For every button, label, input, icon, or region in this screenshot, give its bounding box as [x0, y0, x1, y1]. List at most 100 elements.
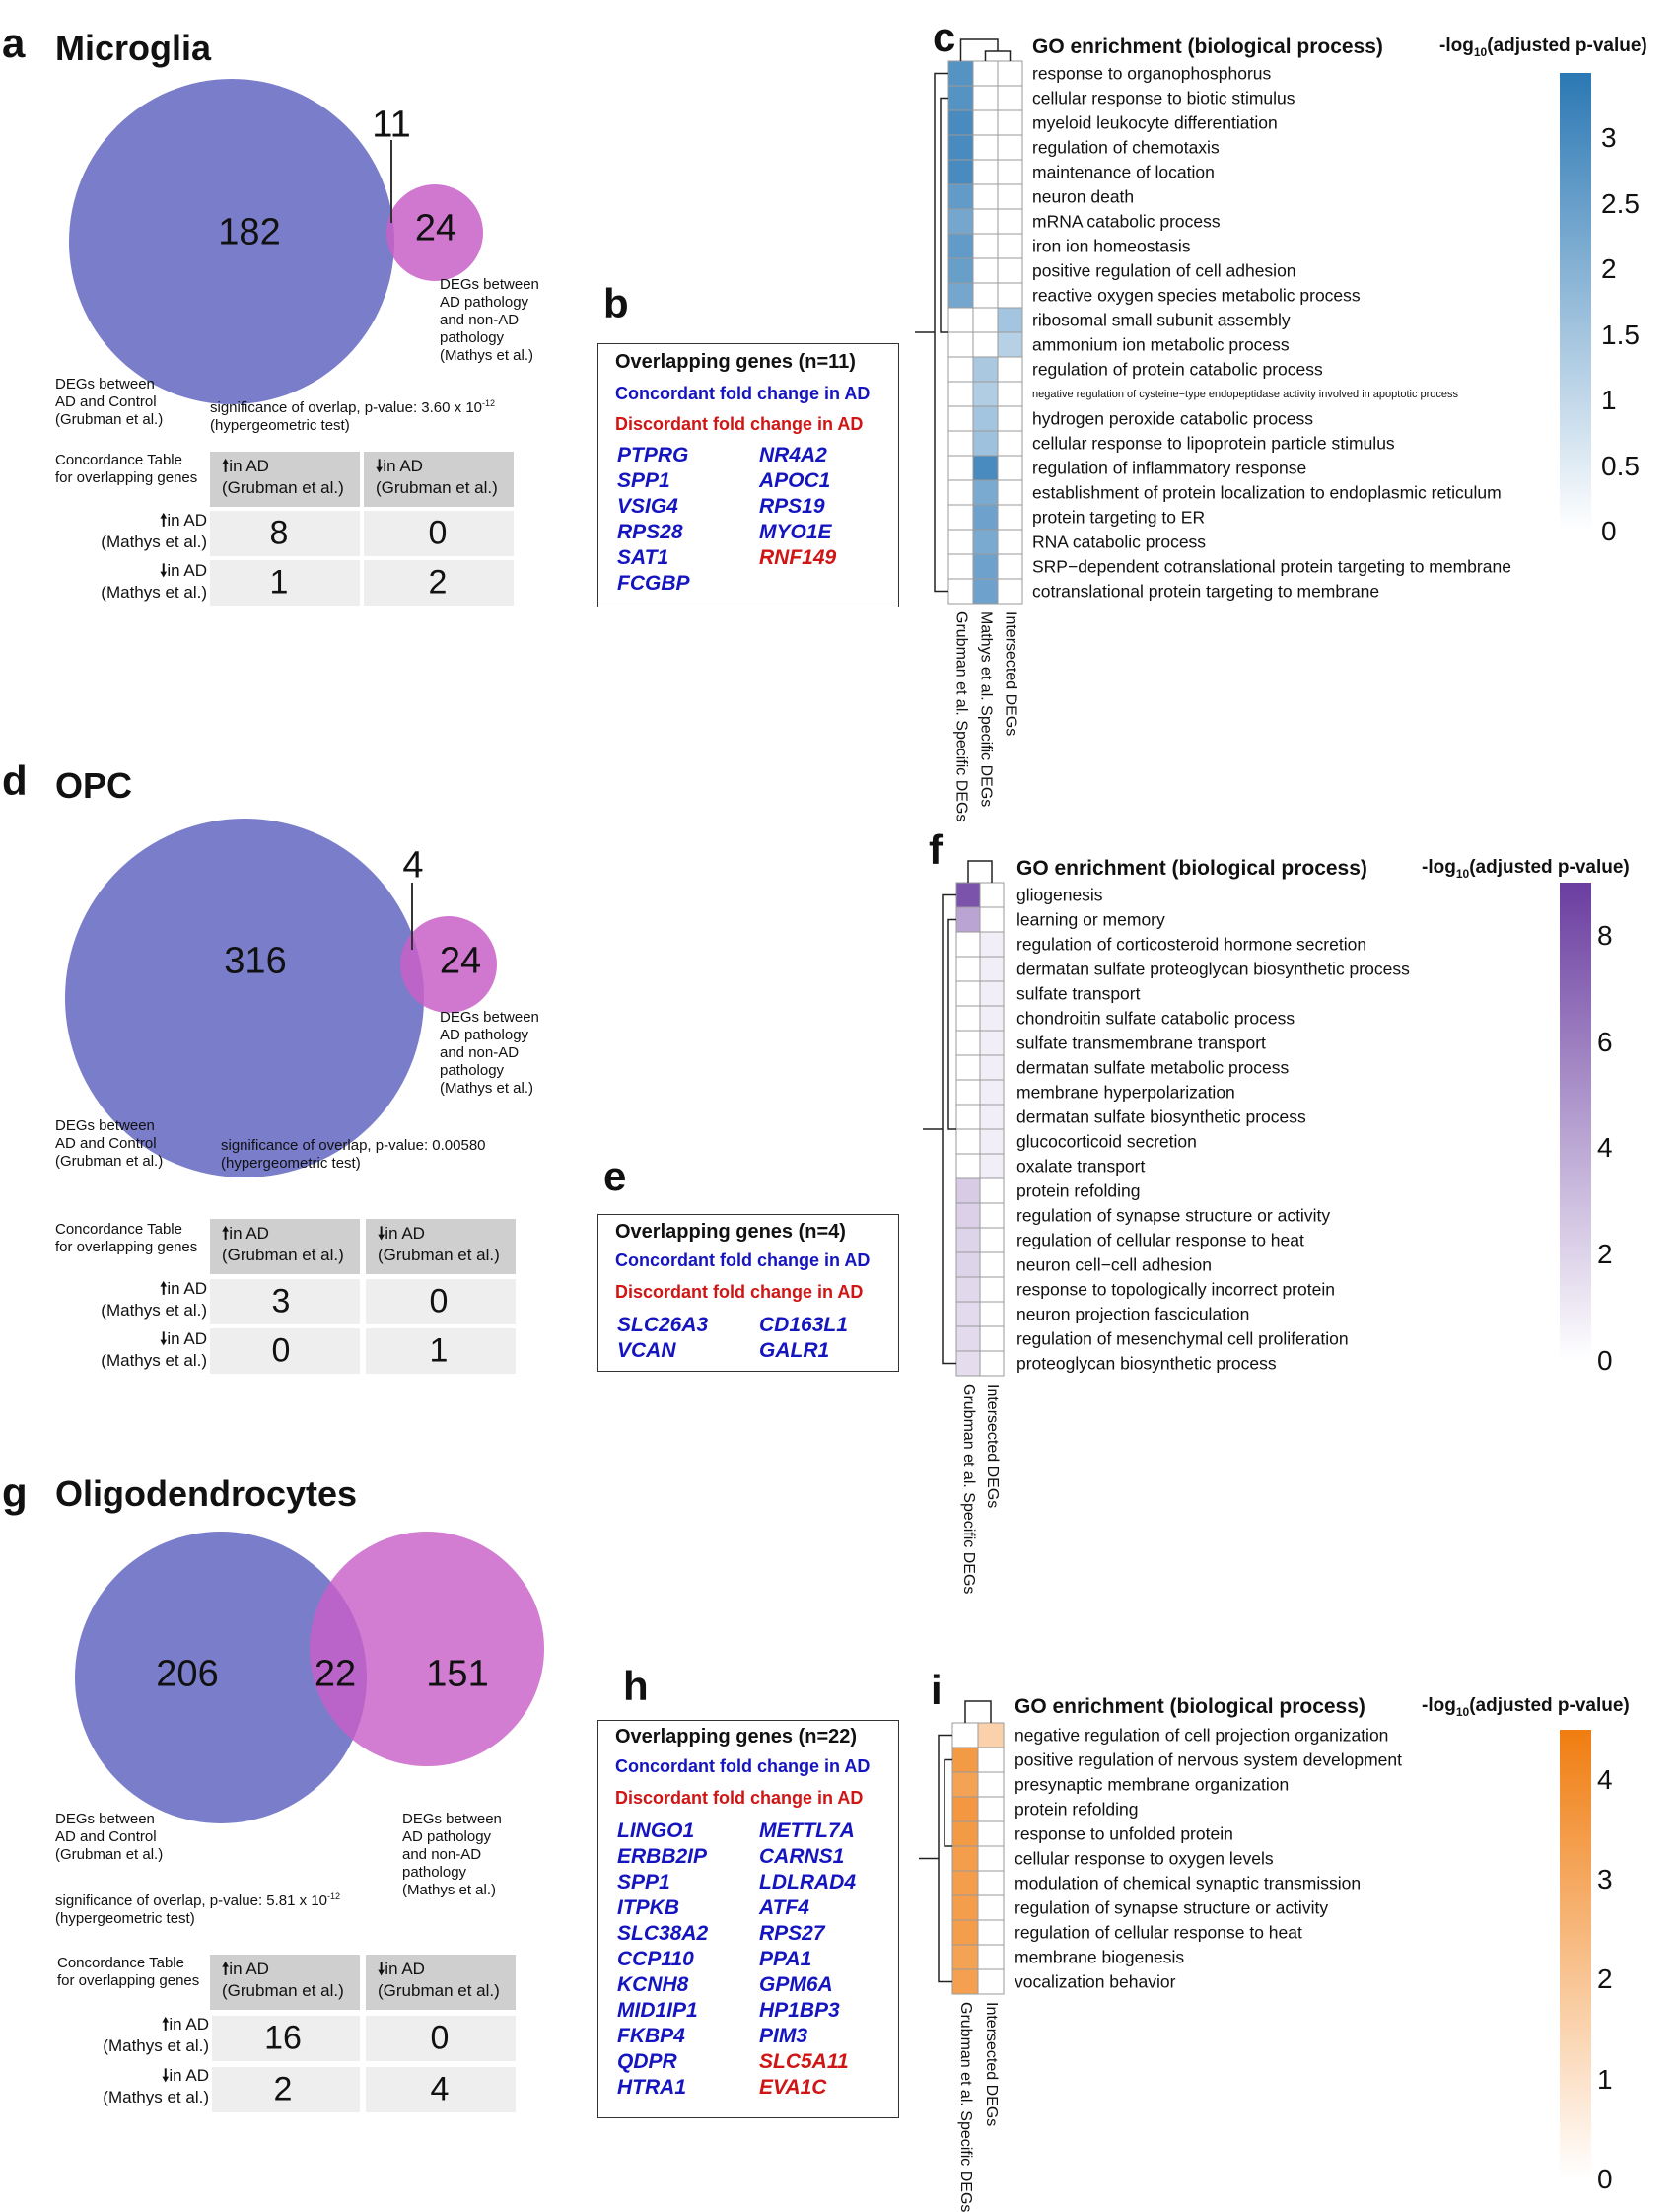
overlap-significance: significance of overlap, p-value: 0.0058… — [221, 1137, 486, 1172]
concordant-legend: Concordant fold change in AD — [615, 384, 871, 403]
discordant-legend: Discordant fold change in AD — [615, 1282, 864, 1302]
go-term-label: response to topologically incorrect prot… — [1016, 1279, 1335, 1299]
colorbar-tick: 2 — [1597, 1963, 1613, 1995]
gene-name: SAT1 — [617, 546, 669, 569]
table-cell — [210, 1279, 360, 1324]
go-term-label: sulfate transmembrane transport — [1016, 1033, 1266, 1052]
column-dendrogram — [967, 860, 993, 883]
gene-name: CARNS1 — [759, 1845, 845, 1868]
heatmap-cell — [955, 1128, 981, 1155]
cell-down-down: 2 — [428, 563, 448, 602]
colorbar-tick: 2 — [1601, 253, 1617, 285]
heatmap-cell — [977, 1820, 1005, 1847]
colorbar-tick: 3 — [1601, 122, 1617, 154]
venn-left-count: 316 — [224, 940, 287, 982]
colorbar-tick: 2 — [1597, 1239, 1613, 1270]
go-term-label: neuron death — [1032, 186, 1135, 206]
gene-name: SPP1 — [617, 469, 670, 492]
heatmap-cell — [979, 1227, 1005, 1253]
heatmap-cell — [979, 1251, 1005, 1278]
heatmap-cell — [951, 1747, 979, 1773]
up-arrow-icon: 🠕 — [162, 2015, 170, 2034]
gene-name: PIM3 — [759, 2025, 808, 2047]
heatmap-cell — [977, 1968, 1005, 1995]
table-cell — [366, 1328, 516, 1374]
heatmap-cell — [947, 134, 974, 161]
gene-name: MYO1E — [759, 521, 832, 543]
gene-name: GALR1 — [759, 1339, 830, 1362]
go-term-label: regulation of inflammatory response — [1032, 458, 1307, 477]
heatmap-cell — [947, 381, 974, 407]
gene-name: HP1BP3 — [759, 1999, 840, 2022]
heatmap-cell — [979, 1350, 1005, 1377]
heatmap-cell — [977, 1796, 1005, 1822]
column-dendrogram — [959, 38, 999, 61]
go-term-label: negative regulation of cell projection o… — [1015, 1725, 1389, 1745]
cell-up-up: 16 — [264, 2019, 302, 2057]
go-term-label: positive regulation of nervous system de… — [1015, 1749, 1402, 1769]
venn-left-label: DEGs between AD and Control (Grubman et … — [55, 1811, 164, 1863]
heatmap-cell — [955, 1276, 981, 1303]
colorbar-tick: 4 — [1597, 1763, 1613, 1795]
colorbar-tick: 1 — [1601, 385, 1617, 416]
heatmap-cell — [977, 1919, 1005, 1946]
heatmap-cell — [977, 1845, 1005, 1872]
table-cell — [366, 2067, 516, 2112]
colorbar — [1560, 73, 1591, 532]
heatmap-cell — [947, 85, 974, 111]
go-term-label: cotranslational protein targeting to mem… — [1032, 581, 1380, 601]
go-term-label: glucocorticoid secretion — [1016, 1131, 1197, 1151]
heatmap-cell — [979, 1030, 1005, 1056]
down-arrow-icon: 🠗 — [376, 457, 384, 475]
up-arrow-icon: 🠕 — [160, 1279, 168, 1298]
heatmap-cell — [972, 60, 999, 87]
go-term-label: ribosomal small subunit assembly — [1032, 310, 1291, 329]
row-dendrogram — [923, 893, 956, 1365]
heatmap-cell — [977, 1722, 1005, 1748]
go-term-label: oxalate transport — [1016, 1156, 1146, 1176]
row-header-up: 🠕in AD (Mathys et al.) — [103, 2015, 209, 2055]
colorbar-tick: 0 — [1597, 1345, 1613, 1376]
column-label: Grubman et al. Specific DEGs — [957, 2002, 974, 2212]
colorbar-title: -log10(adjusted p-value) — [1422, 1695, 1630, 1719]
cell-down-down: 1 — [429, 1331, 449, 1370]
table-cell — [212, 2067, 360, 2112]
gene-name: VSIG4 — [617, 495, 678, 518]
heatmap-cell — [951, 1771, 979, 1798]
heatmap-cell — [977, 1894, 1005, 1921]
cell-up-up: 8 — [269, 514, 289, 552]
column-label: Intersected DEGs — [1002, 611, 1019, 737]
heatmap-cell — [951, 1944, 979, 1970]
gene-name: ATF4 — [759, 1896, 809, 1919]
colorbar-tick: 1 — [1597, 2063, 1613, 2095]
panel-label-c: c — [933, 14, 956, 60]
panel-label-g: g — [2, 1469, 28, 1516]
up-arrow-icon: 🠕 — [222, 457, 230, 475]
go-term-label: cellular response to oxygen levels — [1015, 1848, 1274, 1868]
row-header-up: 🠕in AD (Mathys et al.) — [101, 511, 207, 551]
heatmap-cell — [947, 208, 974, 235]
go-term-label: gliogenesis — [1016, 885, 1103, 904]
heatmap-cell — [955, 1325, 981, 1352]
up-arrow-icon: 🠕 — [160, 511, 168, 530]
heatmap-cell — [997, 109, 1023, 136]
heatmap-cell — [972, 257, 999, 284]
heatmap-cell — [972, 233, 999, 259]
down-arrow-icon: 🠗 — [378, 1960, 385, 1978]
colorbar-tick: 0 — [1601, 516, 1617, 546]
gene-name: METTL7A — [759, 1820, 855, 1842]
concordance-caption: Concordance Table for overlapping genes — [55, 452, 198, 486]
col-header-down: 🠗in AD (Grubman et al.) — [364, 452, 514, 507]
row-header-down: 🠗in AD (Mathys et al.) — [101, 1329, 207, 1370]
heatmap-cell — [979, 906, 1005, 933]
heatmap-cell — [997, 183, 1023, 210]
go-term-label: maintenance of location — [1032, 162, 1215, 181]
panel-label-e: e — [603, 1153, 627, 1199]
colorbar-tick: 6 — [1597, 1026, 1613, 1057]
column-dendrogram — [964, 1700, 992, 1723]
colorbar-tick: 2.5 — [1601, 187, 1640, 219]
heatmap-cell — [997, 233, 1023, 259]
heatmap-cell — [972, 109, 999, 136]
heatmap-cell — [997, 307, 1023, 333]
